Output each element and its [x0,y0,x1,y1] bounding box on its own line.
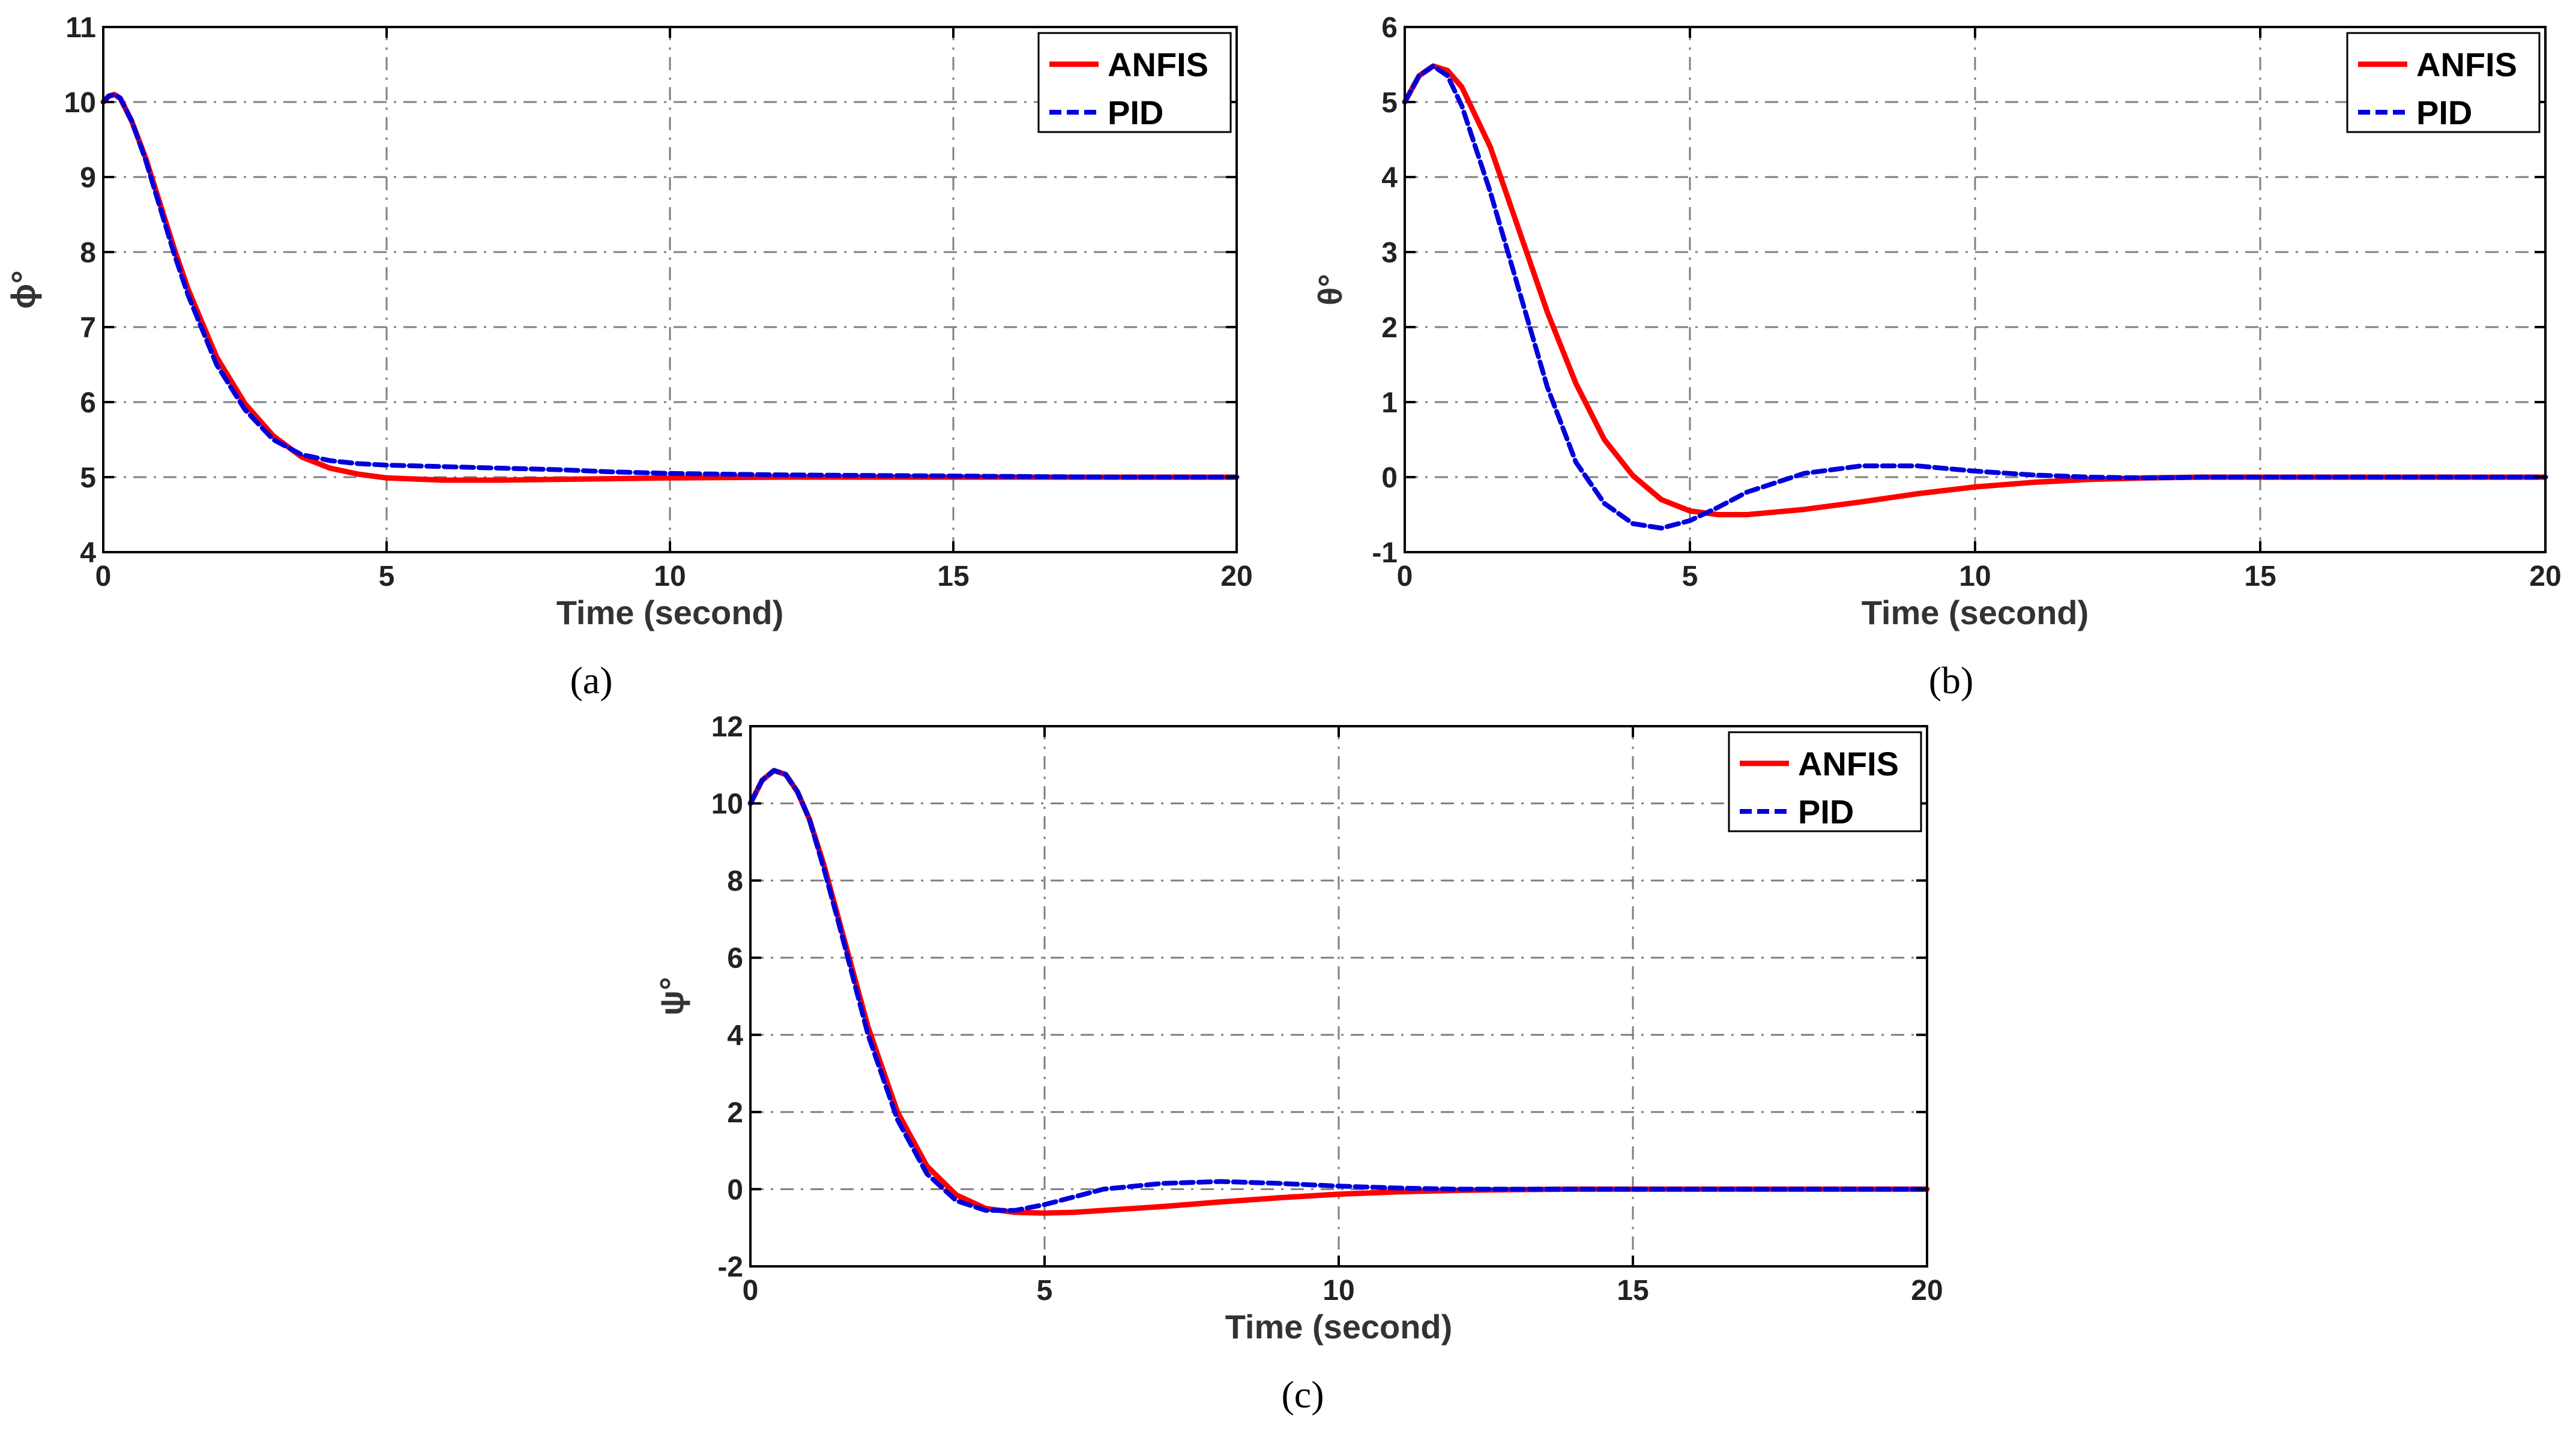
y-tick-label: 1 [1381,387,1398,419]
x-tick-label: 15 [2244,561,2276,592]
legend-entry-pid: PID [1108,94,1163,131]
legend: ANFIS PID [1037,32,1232,133]
y-tick-label: 8 [80,237,96,269]
legend-entry-anfis: ANFIS [1108,46,1208,83]
y-tick-label: 4 [80,537,96,569]
legend-entry-anfis: ANFIS [2416,46,2517,83]
y-tick-label: 3 [1381,237,1398,269]
x-axis-label: Time (second) [1862,594,2089,631]
y-tick-label: 4 [1381,162,1398,194]
x-tick-label: 0 [743,1275,759,1307]
legend-entry-anfis: ANFIS [1798,745,1899,783]
y-axis-label: θ° [1311,274,1349,305]
y-tick-label: 9 [80,162,96,194]
x-tick-label: 5 [1682,561,1698,592]
legend-box [1037,32,1232,133]
y-tick-label: 10 [64,87,96,119]
y-axis-label: ψ° [653,977,690,1016]
y-tick-label: 6 [80,387,96,419]
y-tick-label: 8 [727,865,743,897]
x-tick-label: 10 [1959,561,1991,592]
legend-box [1728,731,1922,832]
legend: ANFIS PID [2346,32,2541,133]
y-tick-label: 6 [727,943,743,975]
y-tick-label: 7 [80,312,96,344]
y-tick-label: 0 [727,1174,743,1206]
y-tick-label: 12 [711,711,743,743]
y-tick-label: 5 [1381,87,1398,119]
caption-b: (b) [1929,659,1974,702]
y-axis-label: ϕ° [4,270,42,308]
series-line-pid [101,92,1239,480]
x-tick-label: 5 [379,561,395,592]
x-tick-label: 15 [1617,1275,1648,1307]
y-tick-label: 2 [727,1097,743,1129]
x-axis-label: Time (second) [1225,1308,1453,1346]
legend-entry-pid: PID [2416,94,2472,131]
y-tick-label: 2 [1381,312,1398,344]
x-tick-label: 20 [1911,1275,1943,1307]
x-tick-label: 15 [937,561,969,592]
x-tick-label: 0 [1397,561,1413,592]
chart-panel-a: 0 5 10 15 20 4 5 6 7 8 9 10 11 Time (second) ϕ° ANFIS PI… [4,12,1253,631]
y-tick-label: 11 [65,12,96,44]
y-tick-label: -1 [1372,537,1398,569]
legend-entry-pid: PID [1798,793,1854,831]
caption-a: (a) [570,659,612,702]
x-tick-label: 0 [95,561,112,592]
y-tick-label: 0 [1381,462,1398,494]
x-tick-label: 20 [1220,561,1252,592]
legend: ANFIS PID [1728,731,1922,832]
x-tick-label: 10 [1323,1275,1354,1307]
y-tick-label: 4 [727,1020,743,1051]
series-line-pid [1402,64,2548,531]
y-tick-label: 10 [711,789,743,820]
caption-c: (c) [1281,1373,1324,1416]
x-tick-label: 20 [2529,561,2561,592]
x-tick-label: 10 [654,561,686,592]
x-axis-label: Time (second) [557,594,784,631]
x-tick-label: 5 [1037,1275,1053,1307]
y-tick-label: 6 [1381,12,1398,44]
y-tick-label: 5 [80,462,96,494]
series-line-pid [748,768,1929,1213]
y-tick-label: -2 [717,1251,743,1283]
legend-box [2346,32,2541,133]
